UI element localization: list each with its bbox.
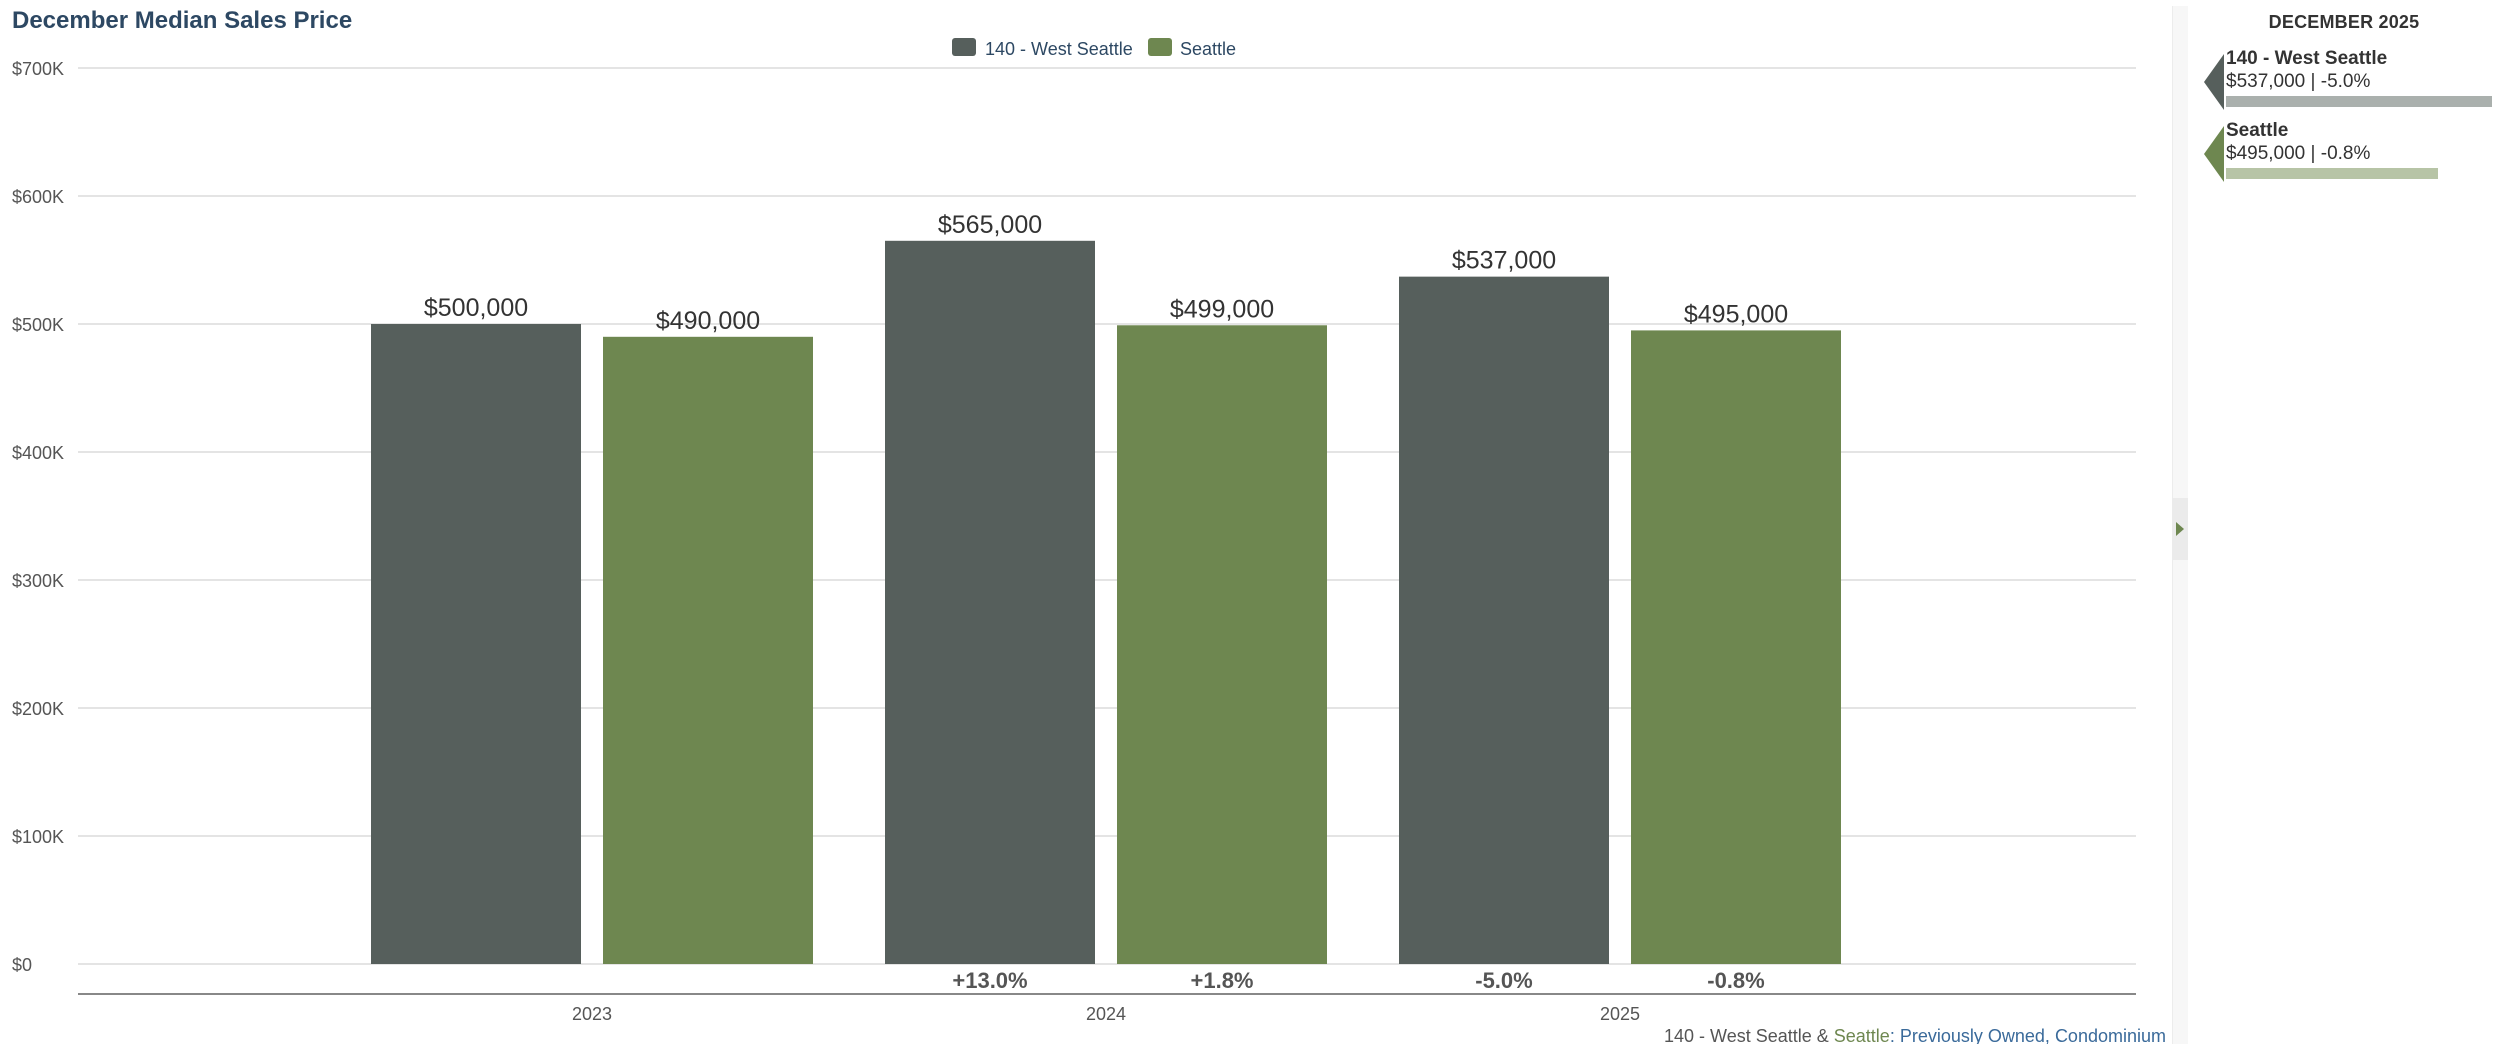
- summary-item-name: Seattle: [2226, 120, 2289, 141]
- summary-panel: DECEMBER 2025 140 - West Seattle $537,00…: [2188, 0, 2500, 1044]
- summary-item-bar: [2226, 168, 2438, 179]
- footer-type2[interactable]: Condominium: [2055, 1026, 2166, 1044]
- footer-amp: &: [1812, 1026, 1834, 1044]
- footer-type1[interactable]: Previously Owned: [1900, 1026, 2045, 1044]
- y-tick-label: $400K: [12, 443, 64, 463]
- y-tick-label: $600K: [12, 187, 64, 207]
- x-tick-label: 2025: [1600, 1004, 1640, 1024]
- value-label: $537,000: [1452, 247, 1556, 275]
- bar-140-west-seattle-2025[interactable]: [1399, 276, 1609, 964]
- chart-title: December Median Sales Price: [12, 7, 352, 34]
- value-label: $495,000: [1684, 300, 1788, 328]
- y-tick-label: $300K: [12, 571, 64, 591]
- y-tick-label: $100K: [12, 827, 64, 847]
- value-labels: $500,000 $490,000 $565,000 $499,000 $537,000…: [424, 211, 1788, 335]
- panel-toggle-button[interactable]: [2172, 498, 2188, 560]
- summary-item-seattle[interactable]: Seattle $495,000 | -0.8%: [2188, 120, 2500, 182]
- bar-140-west-seattle-2023[interactable]: [371, 324, 581, 964]
- pointer-left-icon: [2204, 126, 2224, 182]
- change-labels: +13.0% +1.8% -5.0% -0.8%: [952, 968, 1764, 993]
- value-label: $490,000: [656, 307, 760, 335]
- change-label: -5.0%: [1475, 968, 1532, 993]
- bar-seattle-2025[interactable]: [1631, 330, 1841, 964]
- y-axis-ticks: $0 $100K $200K $300K $400K $500K $600K $700K: [12, 59, 64, 975]
- y-tick-label: $200K: [12, 699, 64, 719]
- footer-caption: 140 - West Seattle & Seattle: Previously…: [1664, 1026, 2166, 1044]
- y-tick-label: $700K: [12, 59, 64, 79]
- change-label: -0.8%: [1707, 968, 1764, 993]
- summary-heading: DECEMBER 2025: [2268, 12, 2420, 32]
- footer-comma: ,: [2045, 1026, 2055, 1044]
- change-label: +1.8%: [1191, 968, 1254, 993]
- y-tick-label: $0: [12, 955, 32, 975]
- x-tick-label: 2023: [572, 1004, 612, 1024]
- value-label: $500,000: [424, 294, 528, 322]
- x-tick-label: 2024: [1086, 1004, 1126, 1024]
- x-axis-ticks: 2023 2024 2025: [572, 1004, 1640, 1024]
- summary-item-value: $537,000 | -5.0%: [2226, 71, 2371, 92]
- legend[interactable]: 140 - West Seattle Seattle: [952, 38, 1236, 59]
- change-label: +13.0%: [952, 968, 1027, 993]
- footer-area1: 140 - West Seattle: [1664, 1026, 1812, 1044]
- value-label: $499,000: [1170, 295, 1274, 323]
- legend-item-west-seattle[interactable]: 140 - West Seattle: [952, 38, 1133, 59]
- legend-label-west-seattle: 140 - West Seattle: [985, 39, 1133, 59]
- value-label: $565,000: [938, 211, 1042, 239]
- bar-140-west-seattle-2024[interactable]: [885, 240, 1095, 965]
- legend-swatch-seattle: [1148, 38, 1172, 56]
- y-tick-label: $500K: [12, 315, 64, 335]
- bar-seattle-2023[interactable]: [603, 336, 813, 964]
- caret-right-icon: [2176, 522, 2184, 536]
- legend-swatch-west-seattle: [952, 38, 976, 56]
- footer-area2: Seattle: [1834, 1026, 1890, 1044]
- bar-seattle-2024[interactable]: [1117, 325, 1327, 964]
- chart: December Median Sales Price 140 - West S…: [12, 7, 2166, 1044]
- summary-item-bar: [2226, 96, 2492, 107]
- legend-item-seattle[interactable]: Seattle: [1148, 38, 1236, 59]
- legend-label-seattle: Seattle: [1180, 39, 1236, 59]
- pointer-left-icon: [2204, 54, 2224, 110]
- summary-item-value: $495,000 | -0.8%: [2226, 143, 2371, 164]
- footer-colon: :: [1890, 1026, 1900, 1044]
- summary-item-name: 140 - West Seattle: [2226, 48, 2388, 69]
- bars: [371, 240, 1841, 965]
- summary-item-west-seattle[interactable]: 140 - West Seattle $537,000 | -5.0%: [2188, 48, 2500, 110]
